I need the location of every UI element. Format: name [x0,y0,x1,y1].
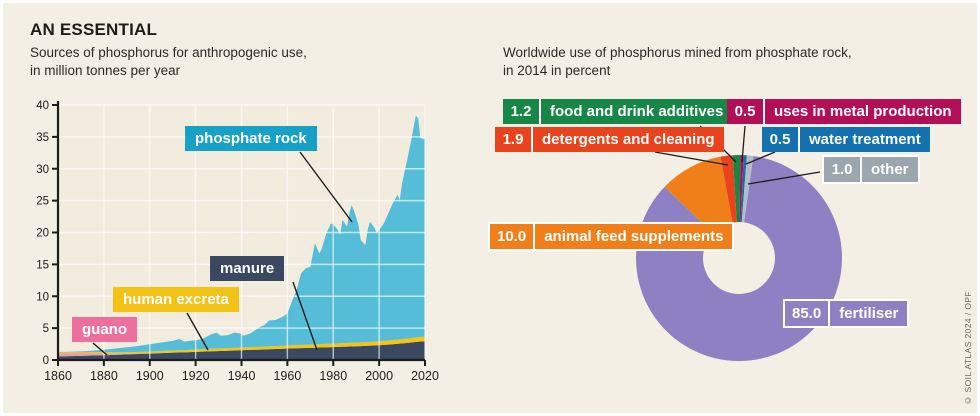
svg-text:5: 5 [43,323,49,335]
legend-label: other [871,161,909,178]
value-badge: 1.9 [495,127,533,152]
legend-chip-food-additives: 1.2 food and drink additives [503,99,733,124]
legend-label: water treatment [809,131,921,148]
right-subtitle-line1: Worldwide use of phosphorus mined from p… [503,45,852,60]
series-label-text: human excreta [123,291,229,308]
legend-label: uses in metal production [774,103,952,120]
svg-text:1900: 1900 [136,369,164,383]
value-badge: 0.5 [727,99,765,124]
svg-text:1860: 1860 [44,369,72,383]
series-label-text: guano [82,321,127,338]
svg-text:30: 30 [36,164,49,176]
legend-label: food and drink additives [550,103,724,120]
svg-text:1880: 1880 [90,369,118,383]
left-chart-subtitle: Sources of phosphorus for anthropogenic … [30,44,307,80]
svg-text:1920: 1920 [182,369,210,383]
value-badge: 1.0 [824,157,862,182]
value-badge: 10.0 [490,224,536,249]
legend-label: detergents and cleaning [542,131,715,148]
series-label-manure: manure [210,256,285,281]
series-label-text: phosphate rock [195,130,307,147]
svg-text:1980: 1980 [319,369,347,383]
value-badge: 0.5 [762,127,800,152]
legend-chip-detergents: 1.9 detergents and cleaning [495,127,724,152]
svg-text:0: 0 [43,355,49,367]
right-chart-subtitle: Worldwide use of phosphorus mined from p… [503,44,852,80]
svg-text:20: 20 [36,228,49,240]
legend-chip-water-treatment: 0.5 water treatment [762,127,930,152]
series-label-human-excreta: human excreta [113,287,239,312]
svg-text:1940: 1940 [228,369,256,383]
svg-text:40: 40 [36,100,49,112]
value-badge: 1.2 [503,99,541,124]
legend-chip-metal-production: 0.5 uses in metal production [727,99,961,124]
copyright-note: © SOIL ATLAS 2024 / OPF [963,291,973,406]
left-subtitle-line1: Sources of phosphorus for anthropogenic … [30,45,307,60]
svg-text:2020: 2020 [411,369,439,383]
series-label-guano: guano [72,317,137,342]
legend-chip-fertiliser: 85.0 fertiliser [783,299,910,328]
svg-text:25: 25 [36,196,49,208]
legend-chip-other: 1.0 other [822,155,920,184]
page-title: AN ESSENTIAL [30,20,158,39]
svg-text:10: 10 [36,291,49,303]
svg-text:35: 35 [36,132,49,144]
legend-label: fertiliser [839,305,899,322]
svg-text:1960: 1960 [273,369,301,383]
series-label-phosphate-rock: phosphate rock [185,126,317,151]
value-badge: 85.0 [785,301,831,326]
svg-text:2000: 2000 [365,369,393,383]
legend-chip-animal-feed: 10.0 animal feed supplements [488,222,735,251]
series-label-text: manure [220,260,275,277]
svg-text:15: 15 [36,259,49,271]
right-subtitle-line2: in 2014 in percent [503,63,611,79]
legend-label: animal feed supplements [544,228,724,245]
left-subtitle-line2: in million tonnes per year [30,63,181,79]
